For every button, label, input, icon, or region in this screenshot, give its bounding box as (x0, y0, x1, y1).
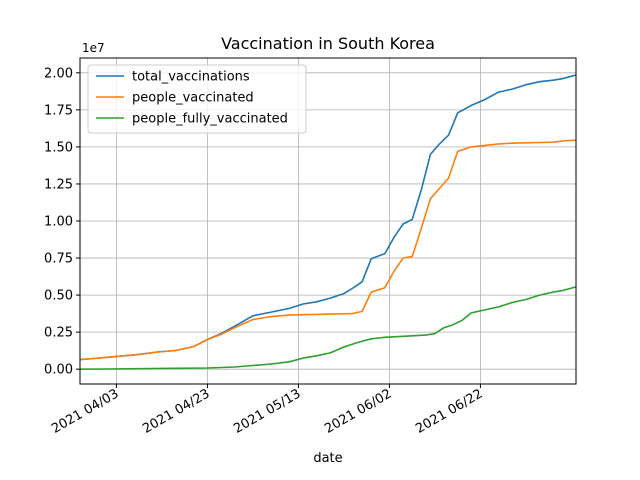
y-tick-label: 1.00 (44, 215, 73, 230)
chart-title: Vaccination in South Korea (221, 34, 435, 53)
y-tick-label: 1.50 (44, 140, 73, 155)
y-tick-label: 0.75 (44, 252, 73, 267)
legend-label: total_vaccinations (132, 70, 250, 85)
legend-label: people_fully_vaccinated (132, 112, 288, 127)
legend-label: people_vaccinated (132, 91, 254, 106)
series-line-people-fully-vaccinated (79, 286, 577, 370)
y-tick-label: 1.75 (44, 103, 73, 118)
y-tick-label: 0.00 (44, 363, 73, 378)
y-tick-label: 0.50 (44, 289, 73, 304)
series-lines (79, 74, 577, 370)
y-tick-label: 1.25 (44, 177, 73, 192)
y-tick-label: 2.00 (44, 66, 73, 81)
legend-box (87, 64, 307, 134)
y-axis: 0.00 0.25 0.50 0.75 1.00 1.25 1.50 1.75 2.00 (44, 66, 80, 378)
legend: total_vaccinations people_vaccinatedpeopl… (87, 64, 307, 134)
series-line-people-vaccinated (79, 139, 577, 361)
x-axis-label: date (313, 451, 342, 466)
y-offset-label: 1e7 (82, 41, 105, 55)
y-tick-label: 0.25 (44, 326, 73, 341)
